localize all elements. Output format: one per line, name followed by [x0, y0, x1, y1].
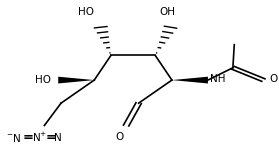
- Text: O: O: [116, 132, 124, 142]
- Text: O: O: [269, 74, 277, 83]
- Polygon shape: [58, 77, 94, 83]
- Text: HO: HO: [78, 7, 94, 17]
- Text: OH: OH: [160, 7, 176, 17]
- Text: HO: HO: [35, 75, 51, 85]
- Text: N$^{+}$: N$^{+}$: [32, 131, 47, 144]
- Text: N: N: [54, 133, 62, 143]
- Text: NH: NH: [210, 74, 226, 83]
- Polygon shape: [172, 77, 208, 83]
- Text: $^{-}$N: $^{-}$N: [6, 132, 21, 144]
- Text: =: =: [45, 131, 56, 144]
- Text: =: =: [23, 131, 34, 144]
